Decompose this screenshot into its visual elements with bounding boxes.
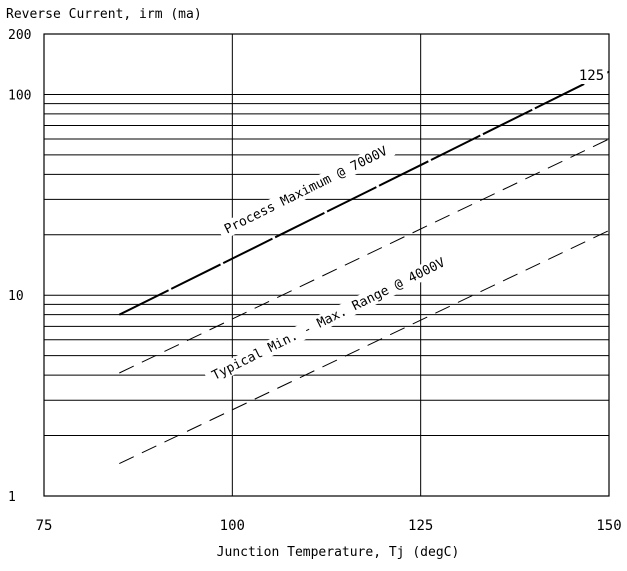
series-layer	[118, 70, 610, 465]
y-tick-label: 1	[8, 490, 16, 505]
annotation-background	[575, 67, 608, 85]
tick-labels: 75 100 125 150 1 10 100 200	[8, 28, 622, 534]
y-tick-label: 10	[8, 289, 24, 304]
annotation-background	[203, 251, 454, 387]
x-tick-label: 75	[36, 518, 53, 534]
grid	[44, 34, 609, 496]
curve-label: 125	[579, 68, 604, 84]
plot-frame	[43, 33, 610, 497]
x-tick-label: 125	[408, 518, 433, 534]
annotation-background	[216, 140, 396, 240]
y-axis-label: Reverse Current, irm (ma)	[6, 7, 202, 22]
series-line-3	[119, 230, 610, 465]
x-axis-label: Junction Temperature, Tj (degC)	[217, 545, 460, 560]
y-tick-label: 100	[8, 88, 31, 103]
y-tick-label: 200	[8, 28, 31, 43]
series-line-1	[118, 70, 610, 316]
line-annotation: Process Maximum @ 7000V	[222, 144, 390, 238]
x-tick-label: 150	[596, 518, 621, 534]
x-tick-label: 100	[220, 518, 245, 534]
series-line-2	[119, 138, 610, 374]
